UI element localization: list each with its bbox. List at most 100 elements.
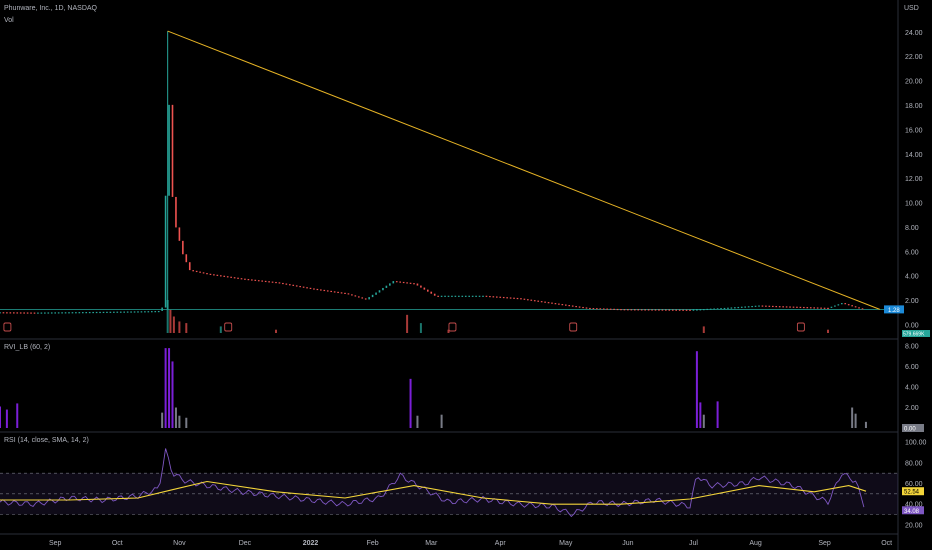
price-candle	[734, 307, 736, 309]
price-candle	[506, 297, 508, 299]
price-candle	[123, 311, 125, 313]
price-pane[interactable]	[0, 30, 898, 333]
price-candle	[689, 309, 691, 311]
price-candle	[620, 309, 622, 311]
time-tick-label: Aug	[749, 540, 762, 547]
price-candle	[716, 308, 719, 310]
rvi-bar	[854, 413, 857, 428]
earnings-event-icon	[796, 322, 805, 332]
price-candle	[816, 307, 819, 309]
price-candle	[320, 289, 322, 291]
price-candle	[378, 290, 381, 293]
rvi-tick-label: 2.00	[905, 405, 919, 412]
price-candle	[592, 308, 595, 310]
volume-bar	[447, 329, 450, 333]
price-candle	[475, 295, 477, 297]
price-candle	[665, 309, 667, 311]
price-candle	[471, 295, 474, 297]
price-candle	[6, 312, 8, 314]
price-candle	[240, 278, 243, 280]
price-candle	[568, 304, 571, 307]
price-candle	[820, 307, 822, 309]
price-candle	[133, 311, 136, 313]
rvi-bar	[185, 417, 188, 428]
rvi-pane[interactable]	[0, 348, 867, 428]
rvi-tick-label: 8.00	[905, 344, 919, 351]
price-candle	[351, 294, 353, 296]
price-candle	[499, 296, 502, 298]
price-candle	[651, 309, 653, 311]
price-candle	[527, 299, 529, 301]
price-candle	[834, 305, 836, 307]
price-candle	[354, 295, 357, 297]
price-candle	[144, 311, 146, 313]
rvi-legend[interactable]: RVI_LB (60, 2)	[4, 344, 50, 351]
rsi-sma-value-text: 34.08	[904, 509, 920, 515]
price-candle	[323, 289, 326, 292]
price-axis[interactable]: 0.00 2.00 4.00 6.00 8.00 10.00 12.00 14.00 16.00…	[884, 30, 930, 530]
price-candle	[444, 295, 446, 297]
price-candle	[561, 304, 564, 306]
price-candle	[792, 306, 795, 308]
price-candle	[275, 281, 277, 284]
price-candle	[692, 309, 695, 311]
price-candle	[57, 312, 60, 314]
price-candle	[233, 277, 236, 279]
rsi-sma-value-badge	[902, 506, 924, 515]
price-candle	[547, 302, 550, 304]
price-candle	[358, 296, 360, 298]
price-candle	[395, 281, 398, 283]
symbol-legend[interactable]: Phunware, Inc., 1D, NASDAQ	[4, 5, 97, 12]
price-tick-label: 10.00	[905, 201, 923, 208]
price-candle	[775, 305, 778, 308]
price-candle	[634, 309, 636, 311]
price-candle	[844, 303, 847, 305]
time-tick-label: Feb	[367, 540, 379, 547]
last-volume-badge	[902, 330, 930, 337]
price-candle	[533, 300, 536, 302]
volume-bar	[178, 321, 181, 333]
price-candle	[709, 308, 712, 310]
price-candle	[582, 306, 584, 309]
rsi-pane[interactable]	[0, 448, 898, 518]
price-tick-label: 6.00	[905, 249, 919, 256]
price-candle	[761, 305, 764, 307]
rsi-tick-label: 60.00	[905, 481, 923, 488]
rvi-bar	[699, 402, 702, 428]
price-candle	[9, 312, 12, 314]
price-candle	[54, 312, 56, 314]
price-candle	[613, 308, 615, 310]
price-candle	[382, 287, 384, 291]
price-candle	[578, 306, 581, 308]
volume-bar	[406, 314, 409, 333]
price-candle	[768, 305, 771, 307]
price-candle	[785, 306, 788, 308]
price-tick-label: 24.00	[905, 30, 923, 37]
earnings-event-icon	[3, 322, 12, 332]
price-candle	[540, 301, 543, 303]
price-candle	[44, 312, 46, 314]
price-candle	[606, 308, 608, 310]
price-candle	[95, 311, 98, 314]
price-tick-label: 16.00	[905, 127, 923, 134]
price-candle	[302, 286, 305, 288]
volume-bar	[185, 323, 188, 333]
rsi-legend[interactable]: RSI (14, close, SMA, 14, 2)	[4, 437, 89, 444]
rvi-bar	[174, 407, 177, 428]
rvi-bar	[171, 361, 174, 428]
volume-legend[interactable]: Vol	[4, 17, 14, 24]
price-candle	[789, 306, 791, 308]
price-candle	[858, 307, 860, 309]
price-candle	[433, 293, 436, 296]
rvi-bar	[416, 415, 419, 428]
price-candle	[85, 312, 88, 314]
price-candle	[68, 312, 70, 314]
price-candle	[554, 303, 557, 305]
price-candle	[744, 306, 746, 308]
price-candle	[658, 309, 660, 311]
volume-bar	[419, 323, 422, 333]
price-candle	[178, 227, 181, 241]
time-axis[interactable]: Sep Oct Nov Dec 2022 Feb Mar Apr May Jun Jul Aug Sep…	[49, 540, 892, 547]
price-tick-label: 20.00	[905, 79, 923, 86]
